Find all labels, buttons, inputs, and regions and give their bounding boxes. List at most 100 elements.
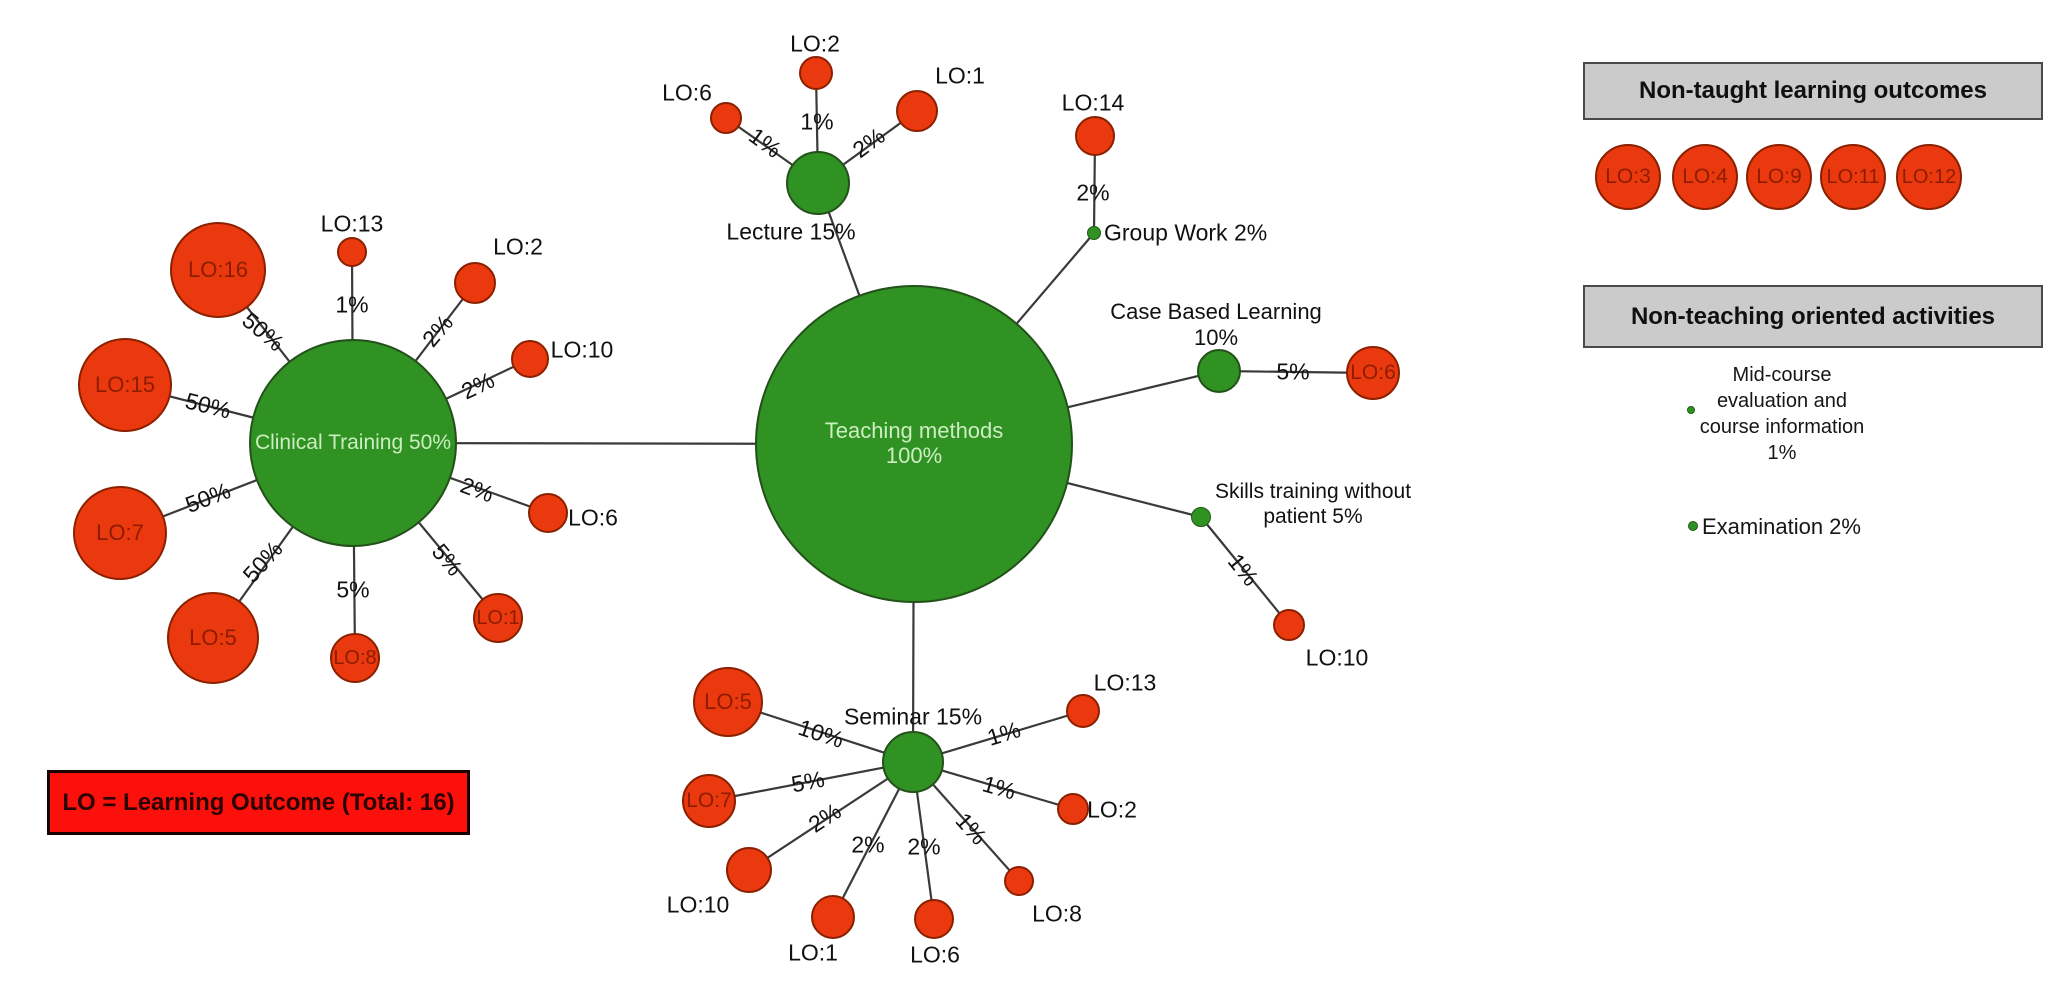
percent-label: 1% (335, 291, 369, 318)
node-cbl-lo6: LO:6 (1346, 346, 1400, 400)
node-ct-lo8-text: LO:8 (333, 646, 377, 669)
mid-course-item: Mid-course evaluation and course informa… (1692, 362, 1872, 466)
node-lecture (786, 151, 850, 215)
node-mid-course-dot (1687, 406, 1695, 414)
mid-course-line: course information (1699, 416, 1865, 438)
node-nt-lo9: LO:9 (1746, 144, 1812, 210)
sem-lo8-label: LO:8 (1032, 900, 1082, 927)
sem-lo6-label: LO:6 (910, 941, 960, 968)
node-ct-lo7: LO:7 (73, 486, 167, 580)
node-nt-lo4-text: LO:4 (1682, 165, 1728, 189)
node-ct-lo1-text: LO:1 (476, 606, 520, 629)
node-teaching-methods-text: 100% (885, 443, 943, 468)
node-nt-lo12-text: LO:12 (1901, 165, 1957, 188)
edge-sem-lo7 (708, 760, 914, 803)
node-seminar (882, 731, 944, 793)
lec-lo1-label: LO:1 (935, 62, 985, 89)
node-sem-lo7: LO:7 (682, 774, 736, 828)
edge-sk-lo10 (1200, 516, 1290, 626)
node-nt-lo4: LO:4 (1672, 144, 1738, 210)
node-ct-lo15-text: LO:15 (95, 371, 155, 397)
sk-lo10-label: LO:10 (1305, 644, 1369, 671)
node-ct-lo1: LO:1 (473, 593, 523, 643)
node-sem-lo1 (811, 895, 855, 939)
node-sem-lo10 (726, 847, 772, 893)
ct-lo2-label: LO:2 (493, 233, 543, 260)
node-teaching-methods: Teaching methods 100% (755, 285, 1073, 603)
node-nt-lo11-text: LO:11 (1826, 165, 1880, 188)
node-nt-lo3-text: LO:3 (1605, 165, 1651, 189)
node-sem-lo7-text: LO:7 (686, 789, 732, 813)
case-based-learning-label-line: Case Based Learning (1110, 299, 1322, 325)
node-ct-lo5: LO:5 (167, 592, 259, 684)
node-sem-lo6 (914, 899, 954, 939)
percent-label: 1% (800, 108, 834, 135)
node-nt-lo9-text: LO:9 (1756, 165, 1802, 189)
skills-training-label-line: patient 5% (1263, 505, 1363, 528)
node-ct-lo13 (337, 237, 367, 267)
node-nt-lo12: LO:12 (1896, 144, 1962, 210)
ct-lo13-label: LO:13 (320, 210, 384, 237)
node-examination-dot (1688, 521, 1698, 531)
node-ct-lo10 (511, 340, 549, 378)
node-ct-lo16: LO:16 (170, 222, 266, 318)
group-work-label: Group Work 2% (1104, 219, 1268, 246)
node-group-work (1087, 226, 1101, 240)
ct-lo6-label: LO:6 (568, 504, 618, 531)
mid-course-line: evaluation and (1716, 390, 1848, 412)
node-lec-lo1 (896, 90, 938, 132)
skills-training-label-line: Skills training without (1214, 480, 1412, 504)
node-sem-lo5: LO:5 (693, 667, 763, 737)
percent-label: 2% (851, 831, 885, 858)
node-sem-lo2 (1057, 793, 1089, 825)
node-ct-lo15: LO:15 (78, 338, 172, 432)
percent-label: 5% (1276, 358, 1310, 385)
node-ct-lo7-text: LO:7 (96, 519, 144, 545)
node-ct-lo8: LO:8 (330, 633, 380, 683)
percent-label: 2% (907, 833, 941, 860)
lo-legend-box: LO = Learning Outcome (Total: 16) (47, 770, 470, 835)
node-nt-lo3: LO:3 (1595, 144, 1661, 210)
sem-lo13-label: LO:13 (1093, 669, 1157, 696)
lo-legend-text: LO = Learning Outcome (Total: 16) (62, 788, 455, 816)
lec-lo2-label: LO:2 (790, 30, 840, 57)
sem-lo1-label: LO:1 (788, 939, 838, 966)
non-teaching-header: Non-teaching oriented activities (1583, 285, 2043, 348)
gw-lo14-label: LO:14 (1061, 89, 1125, 116)
node-sem-lo8 (1004, 866, 1034, 896)
node-clinical-training: Clinical Training 50% (249, 339, 457, 547)
non-taught-title: Non-taught learning outcomes (1639, 77, 1987, 104)
node-teaching-methods-text: Teaching methods (824, 418, 1004, 444)
sem-lo2-label: LO:2 (1087, 796, 1137, 823)
non-teaching-title: Non-teaching oriented activities (1630, 302, 1996, 330)
percent-label: 5% (336, 576, 370, 603)
node-nt-lo11: LO:11 (1820, 144, 1886, 210)
node-cbl-lo6-text: LO:6 (1350, 361, 1396, 385)
mid-course-line: 1% (1767, 442, 1797, 464)
node-lec-lo2 (799, 56, 833, 90)
non-taught-header: Non-taught learning outcomes (1583, 62, 2043, 120)
lec-lo6-label: LO:6 (662, 79, 712, 106)
node-sem-lo13 (1066, 694, 1100, 728)
node-ct-lo6 (528, 493, 568, 533)
node-clinical-training-text: Clinical Training 50% (254, 431, 452, 455)
node-ct-lo16-text: LO:16 (188, 256, 248, 282)
node-ct-lo2 (454, 262, 496, 304)
skills-training-label: Skills training without patient 5% (1215, 480, 1411, 530)
node-sk-lo10 (1273, 609, 1305, 641)
node-sem-lo5-text: LO:5 (704, 688, 752, 714)
examination-item: Examination 2% (1702, 514, 1861, 539)
node-case-based-learning (1197, 349, 1241, 393)
edge-sem-lo10 (748, 761, 914, 871)
node-gw-lo14 (1075, 116, 1115, 156)
node-lec-lo6 (710, 102, 742, 134)
seminar-label: Seminar 15% (843, 703, 983, 730)
case-based-learning-label-line: 10% (1193, 325, 1239, 350)
percent-label: 2% (1076, 179, 1110, 206)
node-skills-training (1191, 507, 1211, 527)
mid-course-line: Mid-course (1732, 364, 1832, 386)
sem-lo10-label: LO:10 (666, 891, 730, 918)
ct-lo10-label: LO:10 (550, 336, 614, 363)
lecture-label: Lecture 15% (726, 218, 856, 245)
